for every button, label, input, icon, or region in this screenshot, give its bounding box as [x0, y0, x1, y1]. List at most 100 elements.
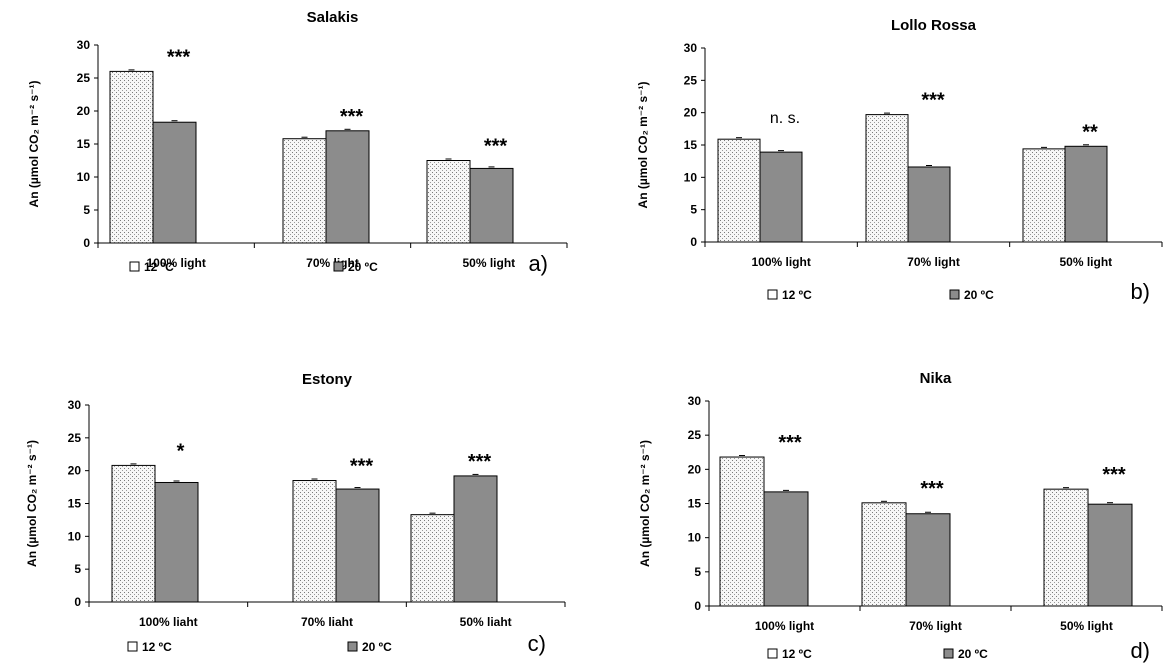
panel-3-y-tick-label: 15 — [68, 497, 82, 511]
panel-4-panel-letter: d) — [1130, 638, 1150, 663]
panel-1-legend-label-12c: 12 ºC — [144, 260, 174, 274]
panel-1-y-tick-label: 25 — [77, 71, 91, 85]
panel-3-bar-20c — [154, 481, 199, 603]
panel-2-bar-12c — [717, 138, 761, 243]
panel-4-bar-12c — [861, 502, 907, 607]
panel-4-legend-swatch-20c — [943, 648, 954, 659]
panel-1-bar-12c — [282, 138, 327, 244]
panel-2-bar-12c — [1022, 148, 1066, 243]
panel-4-legend-label-20c: 20 ºC — [958, 647, 988, 661]
panel-4-legend-label-12c: 12 ºC — [782, 647, 812, 661]
panel-2-bar-12c — [865, 114, 909, 243]
panel-2-panel-letter: b) — [1130, 279, 1150, 304]
panel-4-y-tick-label: 10 — [688, 531, 702, 545]
panel-3-category-label: 70% liaht — [301, 615, 353, 629]
panel-2-legend-swatch-20c — [949, 289, 960, 300]
panel-1-legend-label-20c: 20 ºC — [348, 260, 378, 274]
panel-4-y-tick-label: 0 — [694, 599, 701, 613]
panel-1-bar-12c — [426, 160, 471, 244]
panel-2-y-tick-label: 25 — [684, 73, 698, 87]
panel-3-bar-12c — [410, 514, 455, 603]
panel-3-bar-12c — [292, 480, 337, 603]
panel-4-bar-12c — [719, 456, 765, 607]
panel-3-legend-swatch-12c — [127, 641, 138, 652]
panel-4-category-label: 50% light — [1060, 619, 1113, 633]
panel-3-panel-letter: c) — [528, 631, 546, 656]
panel-4-category-label: 100% light — [755, 619, 814, 633]
panel-1-y-tick-label: 0 — [83, 236, 90, 250]
panel-3-bar-20c — [453, 475, 498, 603]
panel-1-y-tick-label: 30 — [77, 38, 91, 52]
panel-1-significance-label: *** — [340, 106, 364, 128]
panel-3-y-axis-label: An (µmol CO₂ m⁻² s⁻¹) — [25, 440, 39, 567]
panel-3-y-tick-label: 5 — [74, 562, 81, 576]
panel-4-bar-12c — [1043, 488, 1089, 607]
panel-1-category-label: 70% light — [306, 256, 359, 270]
panel-3-legend-label-12c: 12 ºC — [142, 640, 172, 654]
panel-3-y-tick-label: 10 — [68, 529, 82, 543]
panel-1-bar-20c — [325, 130, 370, 244]
panel-3-y-tick-label: 25 — [68, 431, 82, 445]
panel-1-significance-label: *** — [484, 136, 508, 158]
panel-3-legend-swatch-20c — [347, 641, 358, 652]
panel-1-y-tick-label: 15 — [77, 137, 91, 151]
panel-2-y-axis-label: An (µmol CO₂ m⁻² s⁻¹) — [636, 82, 650, 209]
panel-2-bar-20c — [759, 151, 803, 243]
panel-4-y-axis-label: An (µmol CO₂ m⁻² s⁻¹) — [638, 440, 652, 567]
panel-4-significance-label: *** — [920, 478, 944, 500]
panel-4-bar-20c — [905, 513, 951, 607]
panel-2-legend-label-12c: 12 ºC — [782, 288, 812, 302]
panel-2-legend-label-20c: 20 ºC — [964, 288, 994, 302]
panel-1-y-tick-label: 5 — [83, 203, 90, 217]
panel-4-bar-20c — [763, 491, 809, 607]
panel-2-y-tick-label: 15 — [684, 138, 698, 152]
panel-3-category-label: 50% liaht — [460, 615, 512, 629]
panel-2-significance-label: *** — [921, 90, 945, 112]
panel-4-y-tick-label: 30 — [688, 394, 702, 408]
panel-2-category-label: 100% light — [751, 255, 810, 269]
panel-2-y-tick-label: 0 — [690, 235, 697, 249]
panel-4-bar-20c — [1087, 503, 1133, 607]
panel-4-category-label: 70% light — [909, 619, 962, 633]
panel-2-bar-20c — [907, 166, 951, 243]
panel-2-category-label: 50% light — [1059, 255, 1112, 269]
panel-1-category-label: 50% light — [462, 256, 515, 270]
panel-2-category-label: 70% light — [907, 255, 960, 269]
panel-1-bar-20c — [152, 121, 197, 244]
panel-2-title: Lollo Rossa — [891, 17, 977, 34]
panel-3-y-tick-label: 20 — [68, 464, 82, 478]
panel-2-y-tick-label: 5 — [690, 203, 697, 217]
panel-2-bar-20c — [1064, 145, 1108, 243]
panel-1-category-label: 100% light — [146, 256, 205, 270]
panel-1-bar-20c — [469, 167, 514, 244]
panel-4-significance-label: *** — [778, 432, 802, 454]
panel-3-legend-label-20c: 20 ºC — [362, 640, 392, 654]
panel-4-title: Nika — [920, 370, 952, 387]
panel-3-bar-20c — [335, 488, 380, 603]
panel-1-bar-12c — [109, 70, 154, 244]
panel-2-y-tick-label: 30 — [684, 41, 698, 55]
panel-4-y-tick-label: 25 — [688, 428, 702, 442]
panel-4-y-tick-label: 5 — [694, 565, 701, 579]
panel-1-panel-letter: a) — [528, 251, 548, 276]
panel-3-y-tick-label: 30 — [68, 398, 82, 412]
panel-4-y-tick-label: 15 — [688, 497, 702, 511]
panel-3-title: Estony — [302, 371, 353, 388]
panel-1-legend-swatch-12c — [129, 261, 140, 272]
panel-1-legend-swatch-20c — [333, 261, 344, 272]
panel-3-bar-12c — [111, 464, 156, 603]
panel-2-legend-swatch-12c — [767, 289, 778, 300]
panel-2-significance-label: n. s. — [770, 110, 800, 127]
panel-1-y-tick-label: 20 — [77, 104, 91, 118]
panel-3-significance-label: *** — [350, 456, 374, 478]
panel-1-title: Salakis — [307, 9, 359, 26]
panel-1-significance-label: *** — [167, 46, 191, 68]
panel-3-y-tick-label: 0 — [74, 595, 81, 609]
panel-2-significance-label: ** — [1082, 121, 1098, 143]
panel-4-y-tick-label: 20 — [688, 462, 702, 476]
panel-4-significance-label: *** — [1102, 464, 1126, 486]
panel-3-category-label: 100% liaht — [139, 615, 198, 629]
panel-2-y-tick-label: 20 — [684, 106, 698, 120]
panel-1-y-axis-label: An (µmol CO₂ m⁻² s⁻¹) — [27, 81, 41, 208]
